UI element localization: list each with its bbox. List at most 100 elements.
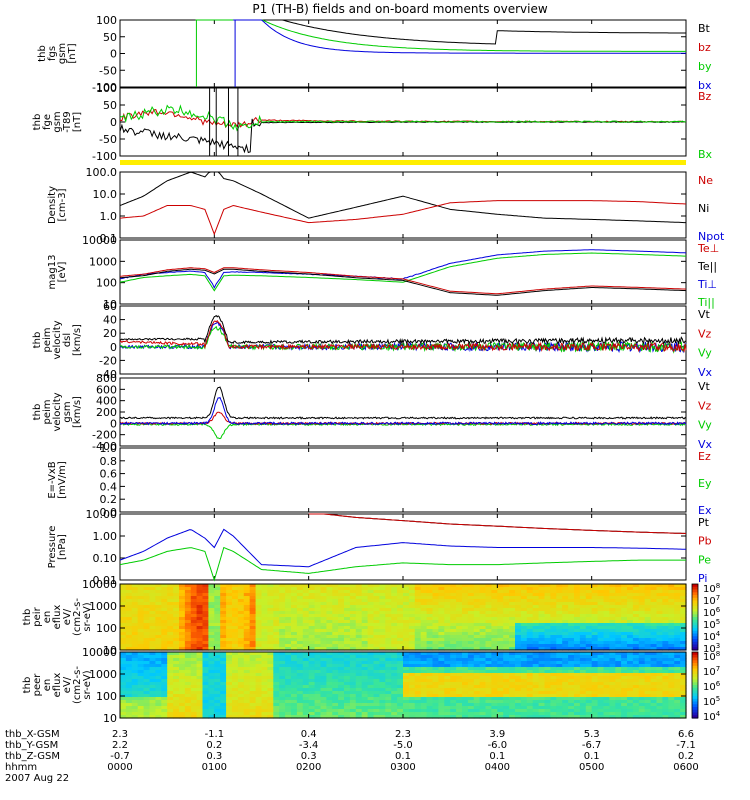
- spectrogram-cell: [544, 664, 551, 668]
- spectrogram-cell: [208, 596, 215, 600]
- spectrogram-cell: [462, 599, 469, 603]
- spectrogram-cell: [367, 661, 375, 665]
- spectrogram-cell: [420, 641, 428, 645]
- spectrogram-cell: [344, 703, 351, 707]
- spectrogram-cell: [473, 697, 481, 701]
- spectrogram-cell: [249, 715, 257, 719]
- spectrogram-cell: [621, 638, 628, 642]
- spectrogram-cell: [438, 688, 445, 692]
- spectrogram-cell: [361, 691, 369, 695]
- spectrogram-cell: [632, 644, 640, 648]
- spectrogram-cell: [420, 608, 428, 612]
- spectrogram-cell: [420, 703, 428, 707]
- spectrogram-cell: [326, 658, 333, 662]
- spectrogram-cell: [450, 685, 457, 689]
- spectrogram-cell: [184, 620, 192, 624]
- spectrogram-cell: [662, 664, 669, 668]
- spectrogram-cell: [179, 593, 186, 597]
- spectrogram-cell: [485, 590, 492, 594]
- spectrogram-cell: [491, 700, 498, 704]
- spectrogram-cell: [432, 703, 439, 707]
- spectrogram-cell: [638, 700, 646, 704]
- spectrogram-cell: [509, 691, 516, 695]
- series-Pe: [119, 546, 686, 582]
- spectrogram-cell: [232, 602, 239, 606]
- spectrogram-cell: [155, 694, 162, 698]
- spectrogram-cell: [574, 697, 581, 701]
- spectrogram-cell: [208, 715, 215, 719]
- spectrogram-cell: [220, 676, 227, 680]
- spectrogram-cell: [568, 697, 575, 701]
- spectrogram-cell: [167, 611, 174, 615]
- spectrogram-cell: [267, 703, 274, 707]
- spectrogram-cell: [261, 682, 268, 686]
- spectrogram-cell: [279, 694, 286, 698]
- spectrogram-cell: [397, 593, 404, 597]
- spectrogram-cell: [491, 641, 498, 645]
- spectrogram-cell: [302, 706, 310, 710]
- spectrogram-cell: [214, 611, 221, 615]
- spectrogram-cell: [609, 682, 616, 686]
- spectrogram-cell: [261, 697, 268, 701]
- spectrogram-cell: [285, 617, 292, 621]
- spectrogram-cell: [379, 617, 386, 621]
- spectrogram-cell: [137, 614, 145, 618]
- spectrogram-cell: [125, 712, 133, 716]
- spectrogram-cell: [361, 620, 369, 624]
- spectrogram-cell: [243, 712, 251, 716]
- spectrogram-cell: [232, 676, 239, 680]
- spectrogram-cell: [627, 658, 634, 662]
- spectrogram-cell: [473, 661, 481, 665]
- spectrogram-cell: [349, 611, 357, 615]
- spectrogram-cell: [320, 611, 327, 615]
- spectrogram-cell: [355, 715, 363, 719]
- spectrogram-cell: [550, 715, 557, 719]
- spectrogram-cell: [450, 703, 457, 707]
- spectrogram-cell: [438, 661, 445, 665]
- spectrogram-cell: [149, 703, 156, 707]
- series-Te-par: [119, 268, 687, 296]
- spectrogram-cell: [361, 697, 369, 701]
- spectrogram-cell: [143, 593, 151, 597]
- spectrogram-cell: [650, 667, 658, 671]
- spectrogram-cell: [279, 676, 286, 680]
- spectrogram-cell: [190, 703, 198, 707]
- spectrogram-cell: [125, 697, 133, 701]
- spectrogram-cell: [426, 703, 434, 707]
- spectrogram-cell: [662, 655, 669, 659]
- spectrogram-cell: [314, 697, 322, 701]
- spectrogram-cell: [450, 682, 457, 686]
- spectrogram-cell: [444, 661, 451, 665]
- spectrogram-cell: [285, 620, 292, 624]
- spectrogram-cell: [255, 658, 263, 662]
- spectrogram-cell: [249, 629, 257, 633]
- spectrogram-cell: [208, 608, 215, 612]
- y-tick-label: 800: [96, 372, 117, 385]
- spectrogram-cell: [532, 596, 540, 600]
- spectrogram-cell: [338, 661, 345, 665]
- spectrogram-cell: [444, 664, 451, 668]
- spectrogram-cell: [426, 664, 434, 668]
- spectrogram-cell: [184, 685, 192, 689]
- spectrogram-cell: [391, 608, 398, 612]
- colorbar-segment: [692, 647, 698, 651]
- spectrogram-cell: [479, 703, 487, 707]
- spectrogram-cell: [609, 623, 616, 627]
- spectrogram-cell: [214, 605, 221, 609]
- spectrogram-cell: [243, 691, 251, 695]
- spectrogram-cell: [397, 635, 404, 639]
- spectrogram-cell: [668, 682, 675, 686]
- spectrogram-cell: [603, 647, 610, 651]
- spectrogram-cell: [674, 703, 681, 707]
- spectrogram-cell: [550, 635, 557, 639]
- spectrogram-cell: [149, 623, 156, 627]
- spectrogram-cell: [644, 641, 652, 645]
- spectrogram-cell: [444, 626, 451, 630]
- spectrogram-cell: [597, 635, 605, 639]
- spectrogram-cell: [456, 700, 463, 704]
- spectrogram-cell: [373, 608, 380, 612]
- spectrogram-cell: [680, 706, 687, 710]
- spectrogram-cell: [367, 679, 375, 683]
- spectrogram-cell: [632, 605, 640, 609]
